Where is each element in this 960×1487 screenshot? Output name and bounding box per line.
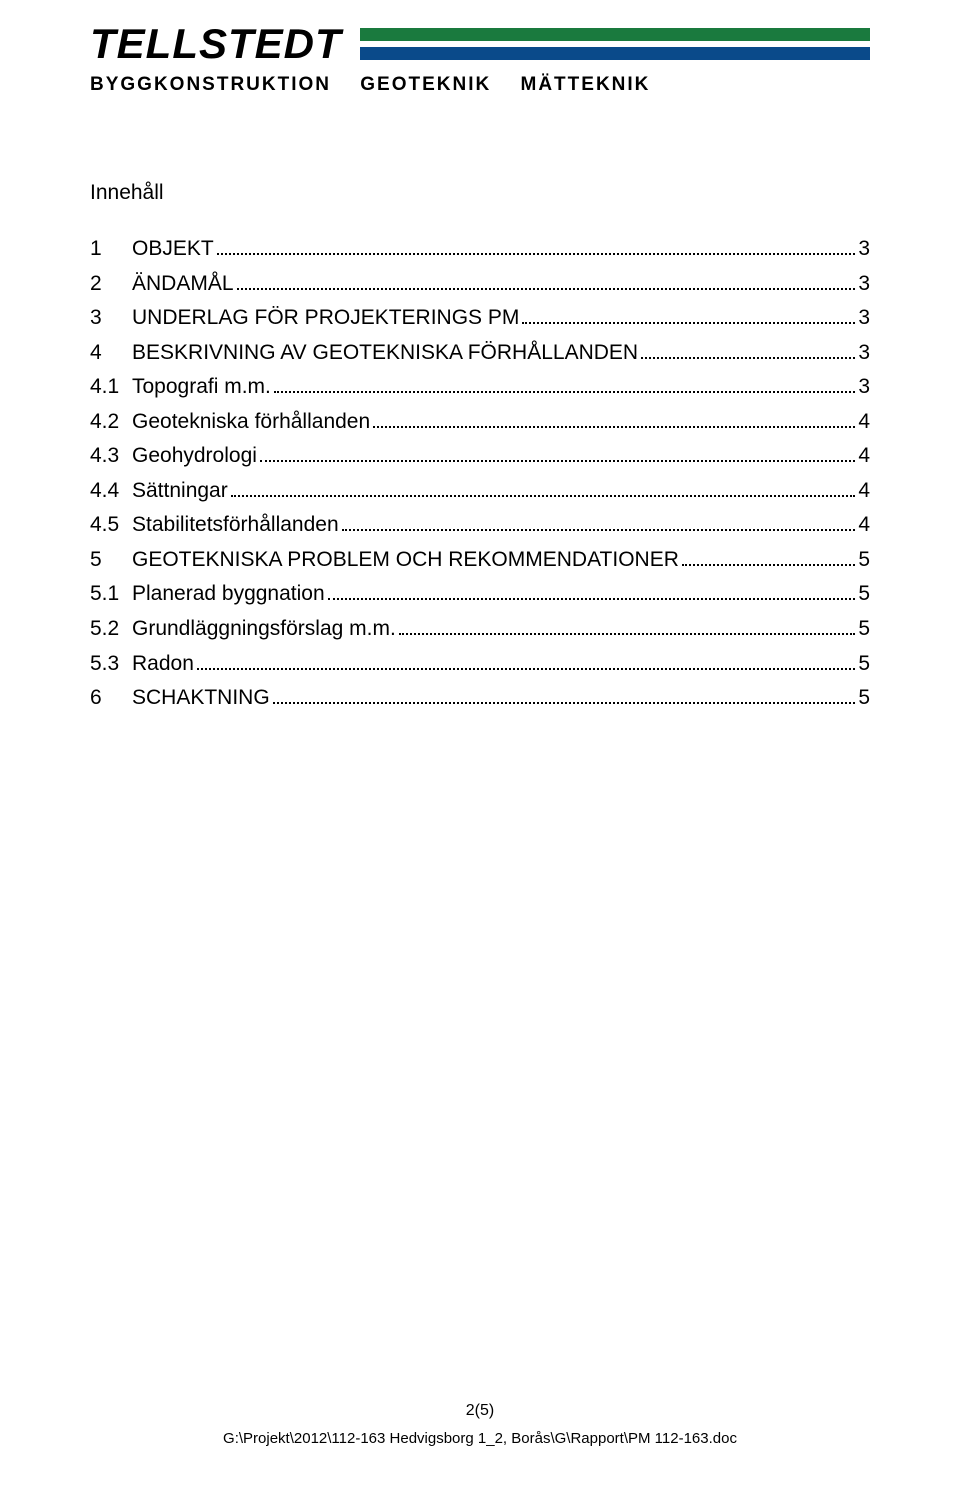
toc-leader-dots — [260, 460, 855, 462]
toc-number: 5 — [90, 544, 132, 577]
toc-page-number: 5 — [858, 613, 870, 646]
toc-row: 4.3Geohydrologi 4 — [90, 440, 870, 473]
toc-label: Topografi m.m. — [132, 371, 271, 404]
page-container: TELLSTEDT BYGGKONSTRUKTION GEOTEKNIK MÄT… — [0, 0, 960, 1487]
toc-page-number: 5 — [858, 682, 870, 715]
toc-label: UNDERLAG FÖR PROJEKTERINGS PM — [132, 302, 519, 335]
toc-label: Geotekniska förhållanden — [132, 406, 370, 439]
toc-number: 4.3 — [90, 440, 132, 473]
header: TELLSTEDT — [90, 20, 870, 68]
toc-title: Innehåll — [90, 181, 870, 205]
toc-label: Sättningar — [132, 475, 228, 508]
file-path: G:\Projekt\2012\112-163 Hedvigsborg 1_2,… — [90, 1430, 870, 1447]
toc-label: Radon — [132, 648, 194, 681]
header-subline: BYGGKONSTRUKTION GEOTEKNIK MÄTTEKNIK — [90, 74, 870, 96]
company-logo-text: TELLSTEDT — [90, 20, 342, 68]
table-of-contents: 1OBJEKT32ÄNDAMÅL33UNDERLAG FÖR PROJEKTER… — [90, 233, 870, 715]
toc-number: 1 — [90, 233, 132, 266]
toc-label: BESKRIVNING AV GEOTEKNISKA FÖRHÅLLANDEN — [132, 337, 638, 370]
footer: 2(5) G:\Projekt\2012\112-163 Hedvigsborg… — [90, 1402, 870, 1447]
toc-leader-dots — [522, 322, 855, 324]
toc-row: 5.2Grundläggningsförslag m.m. 5 — [90, 613, 870, 646]
toc-page-number: 3 — [858, 268, 870, 301]
toc-leader-dots — [217, 253, 856, 255]
toc-number: 6 — [90, 682, 132, 715]
toc-page-number: 4 — [858, 406, 870, 439]
toc-label: SCHAKTNING — [132, 682, 270, 715]
toc-row: 1OBJEKT 3 — [90, 233, 870, 266]
toc-number: 3 — [90, 302, 132, 335]
toc-page-number: 4 — [858, 440, 870, 473]
toc-label: OBJEKT — [132, 233, 214, 266]
toc-row: 4.5Stabilitetsförhållanden 4 — [90, 509, 870, 542]
toc-row: 2ÄNDAMÅL 3 — [90, 268, 870, 301]
toc-leader-dots — [682, 564, 855, 566]
toc-page-number: 3 — [858, 371, 870, 404]
toc-row: 3UNDERLAG FÖR PROJEKTERINGS PM3 — [90, 302, 870, 335]
toc-leader-dots — [197, 668, 855, 670]
toc-page-number: 5 — [858, 578, 870, 611]
toc-leader-dots — [373, 426, 855, 428]
toc-label: Geohydrologi — [132, 440, 257, 473]
toc-number: 5.2 — [90, 613, 132, 646]
toc-label: Stabilitetsförhållanden — [132, 509, 339, 542]
toc-label: GEOTEKNISKA PROBLEM OCH REKOMMENDATIONER — [132, 544, 679, 577]
page-indicator: 2(5) — [90, 1402, 870, 1420]
toc-number: 5.1 — [90, 578, 132, 611]
toc-number: 4 — [90, 337, 132, 370]
toc-label: Grundläggningsförslag m.m. — [132, 613, 396, 646]
header-bar-bottom — [360, 47, 870, 60]
toc-number: 4.2 — [90, 406, 132, 439]
toc-label: Planerad byggnation — [132, 578, 325, 611]
toc-leader-dots — [231, 495, 856, 497]
header-bars — [360, 20, 870, 66]
toc-number: 4.4 — [90, 475, 132, 508]
toc-leader-dots — [274, 391, 855, 393]
toc-leader-dots — [641, 357, 855, 359]
toc-leader-dots — [328, 598, 856, 600]
toc-page-number: 4 — [858, 509, 870, 542]
toc-row: 4.4Sättningar 4 — [90, 475, 870, 508]
toc-page-number: 5 — [858, 544, 870, 577]
toc-leader-dots — [273, 702, 856, 704]
toc-row: 5.1Planerad byggnation 5 — [90, 578, 870, 611]
toc-leader-dots — [342, 529, 856, 531]
toc-page-number: 3 — [858, 302, 870, 335]
toc-leader-dots — [399, 633, 856, 635]
toc-row: 4BESKRIVNING AV GEOTEKNISKA FÖRHÅLLANDEN… — [90, 337, 870, 370]
toc-page-number: 3 — [858, 233, 870, 266]
toc-row: 4.2Geotekniska förhållanden 4 — [90, 406, 870, 439]
toc-number: 2 — [90, 268, 132, 301]
toc-label: ÄNDAMÅL — [132, 268, 234, 301]
toc-row: 6SCHAKTNING 5 — [90, 682, 870, 715]
toc-leader-dots — [237, 288, 856, 290]
toc-row: 5.3Radon 5 — [90, 648, 870, 681]
toc-page-number: 3 — [858, 337, 870, 370]
header-bar-top — [360, 28, 870, 41]
toc-number: 4.1 — [90, 371, 132, 404]
toc-number: 5.3 — [90, 648, 132, 681]
toc-page-number: 5 — [858, 648, 870, 681]
toc-row: 4.1Topografi m.m. 3 — [90, 371, 870, 404]
toc-number: 4.5 — [90, 509, 132, 542]
toc-page-number: 4 — [858, 475, 870, 508]
toc-row: 5GEOTEKNISKA PROBLEM OCH REKOMMENDATIONE… — [90, 544, 870, 577]
